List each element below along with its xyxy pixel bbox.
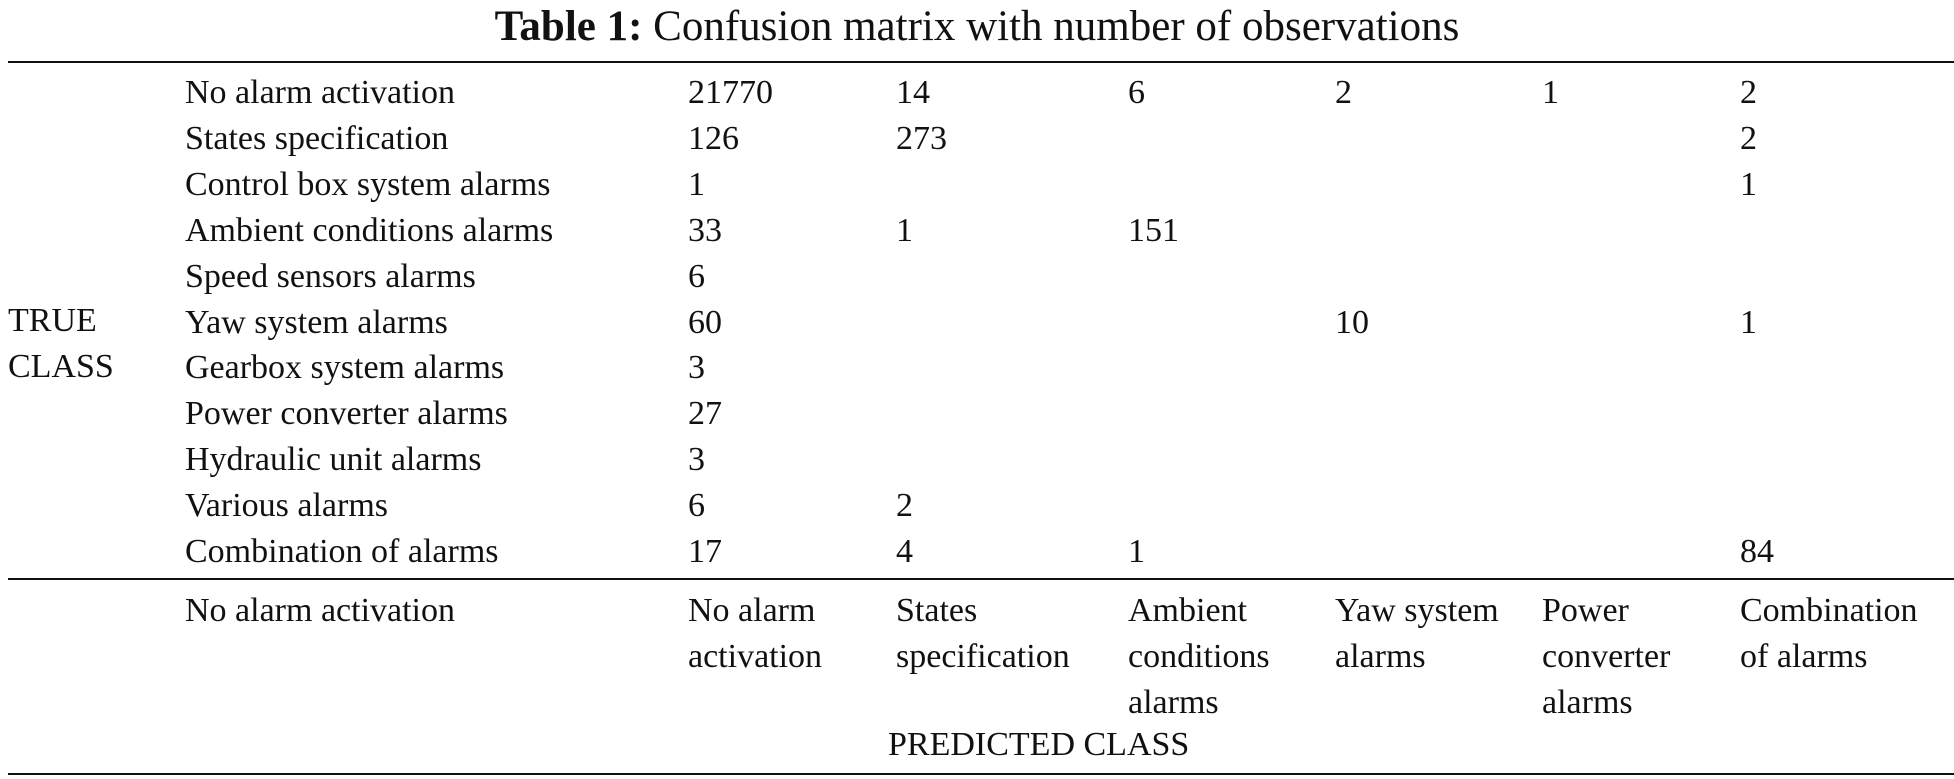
middle-rule: [8, 578, 1954, 580]
matrix-cell: 10: [1335, 304, 1369, 341]
row-label: Gearbox system alarms: [185, 349, 505, 386]
matrix-cell: 17: [688, 533, 722, 570]
matrix-cell: 6: [1128, 74, 1145, 111]
matrix-cell: 1: [1542, 74, 1559, 111]
matrix-cell: 33: [688, 212, 722, 249]
caption-label: Table 1:: [494, 3, 643, 50]
row-label: Yaw system alarms: [185, 304, 448, 341]
matrix-cell: 2: [1740, 120, 1757, 157]
matrix-cell: 6: [688, 258, 705, 295]
matrix-cell: 3: [688, 441, 705, 478]
matrix-cell: 1: [1128, 533, 1145, 570]
column-header-power-converter-alarms: Power converter alarms: [1542, 592, 1671, 721]
row-label: Hydraulic unit alarms: [185, 441, 482, 478]
matrix-cell: 1: [896, 212, 913, 249]
row-label: Combination of alarms: [185, 533, 499, 570]
column-header-states-specification: States specification: [896, 592, 1070, 675]
row-label: States specification: [185, 120, 449, 157]
column-header-ambient-conditions-alarms: Ambient conditions alarms: [1128, 592, 1270, 721]
matrix-cell: 2: [1335, 74, 1352, 111]
row-label: Control box system alarms: [185, 166, 551, 203]
table-caption: Table 1: Confusion matrix with number of…: [0, 2, 1954, 52]
matrix-cell: 273: [896, 120, 947, 157]
top-rule: [8, 61, 1954, 63]
column-header-yaw-system-alarms: Yaw system alarms: [1335, 592, 1499, 675]
true-class-label-line-1: TRUE: [8, 302, 97, 339]
row-label: Speed sensors alarms: [185, 258, 476, 295]
matrix-cell: 1: [688, 166, 705, 203]
predicted-class-label: PREDICTED CLASS: [888, 726, 1190, 763]
matrix-cell: 60: [688, 304, 722, 341]
matrix-cell: 84: [1740, 533, 1774, 570]
matrix-cell: 1: [1740, 166, 1757, 203]
row-label: Ambient conditions alarms: [185, 212, 554, 249]
matrix-cell: 3: [688, 349, 705, 386]
matrix-cell: 14: [896, 74, 930, 111]
matrix-cell: 27: [688, 395, 722, 432]
true-class-label-line-2: CLASS: [8, 348, 114, 385]
column-header-no-alarm-activation: No alarm activation: [688, 592, 823, 675]
row-label: No alarm activation: [185, 74, 456, 111]
column-header-combination-of-alarms: Combination of alarms: [1740, 592, 1918, 675]
matrix-cell: 2: [896, 487, 913, 524]
matrix-cell: 2: [1740, 74, 1757, 111]
row-label: Various alarms: [185, 487, 389, 524]
row-label: Power converter alarms: [185, 395, 508, 432]
footer-row-label: No alarm activation: [185, 592, 456, 629]
bottom-rule: [8, 773, 1954, 775]
caption-text: Confusion matrix with number of observat…: [653, 3, 1460, 50]
matrix-cell: 6: [688, 487, 705, 524]
matrix-cell: 21770: [688, 74, 773, 111]
matrix-cell: 1: [1740, 304, 1757, 341]
matrix-cell: 126: [688, 120, 739, 157]
matrix-cell: 4: [896, 533, 913, 570]
matrix-cell: 151: [1128, 212, 1179, 249]
